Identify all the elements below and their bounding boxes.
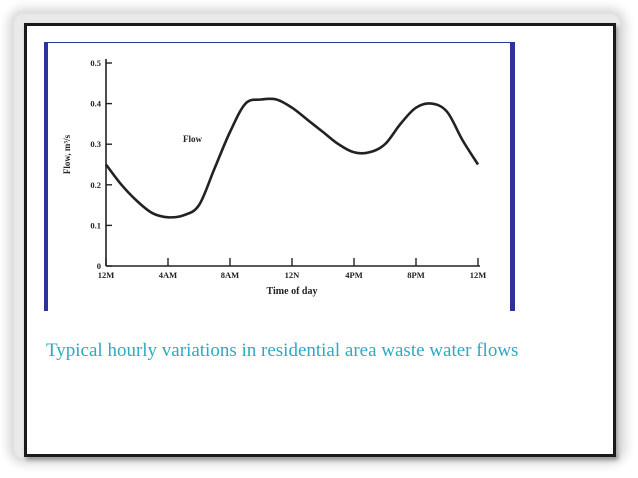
chart-axes — [105, 59, 480, 267]
x-tick-label: 8AM — [221, 270, 239, 280]
x-axis-ticks: 12M 4AM 8AM 12N 4PM 8PM 12M — [98, 258, 487, 280]
y-tick-label: 0.3 — [90, 139, 101, 149]
y-axis-ticks: 0 0.1 0.2 0.3 0.4 0.5 — [90, 58, 112, 271]
figure-caption: Typical hourly variations in residential… — [46, 340, 519, 361]
y-tick-label: 0.2 — [90, 180, 101, 190]
x-tick-label: 8PM — [407, 270, 424, 280]
x-axis-label: Time of day — [267, 286, 318, 297]
y-tick-label: 0 — [97, 261, 101, 271]
x-tick-label: 4PM — [345, 270, 362, 280]
x-tick-label: 4AM — [159, 270, 177, 280]
y-axis-label: Flow, m³/s — [62, 134, 72, 174]
x-tick-label: 12M — [98, 270, 115, 280]
chart-figure: 0 0.1 0.2 0.3 0.4 0.5 12M 4AM 8AM 12N 4PM 8PM 12M F… — [44, 42, 515, 311]
series-label-flow: Flow — [183, 134, 202, 144]
flow-series-line — [104, 97, 480, 219]
y-tick-label: 0.4 — [90, 99, 101, 109]
x-tick-label: 12N — [285, 270, 301, 280]
x-tick-label: 12M — [470, 270, 487, 280]
y-tick-label: 0.5 — [90, 58, 101, 68]
flow-chart: 0 0.1 0.2 0.3 0.4 0.5 12M 4AM 8AM 12N 4PM 8PM 12M F… — [62, 58, 487, 297]
y-tick-label: 0.1 — [90, 220, 101, 230]
